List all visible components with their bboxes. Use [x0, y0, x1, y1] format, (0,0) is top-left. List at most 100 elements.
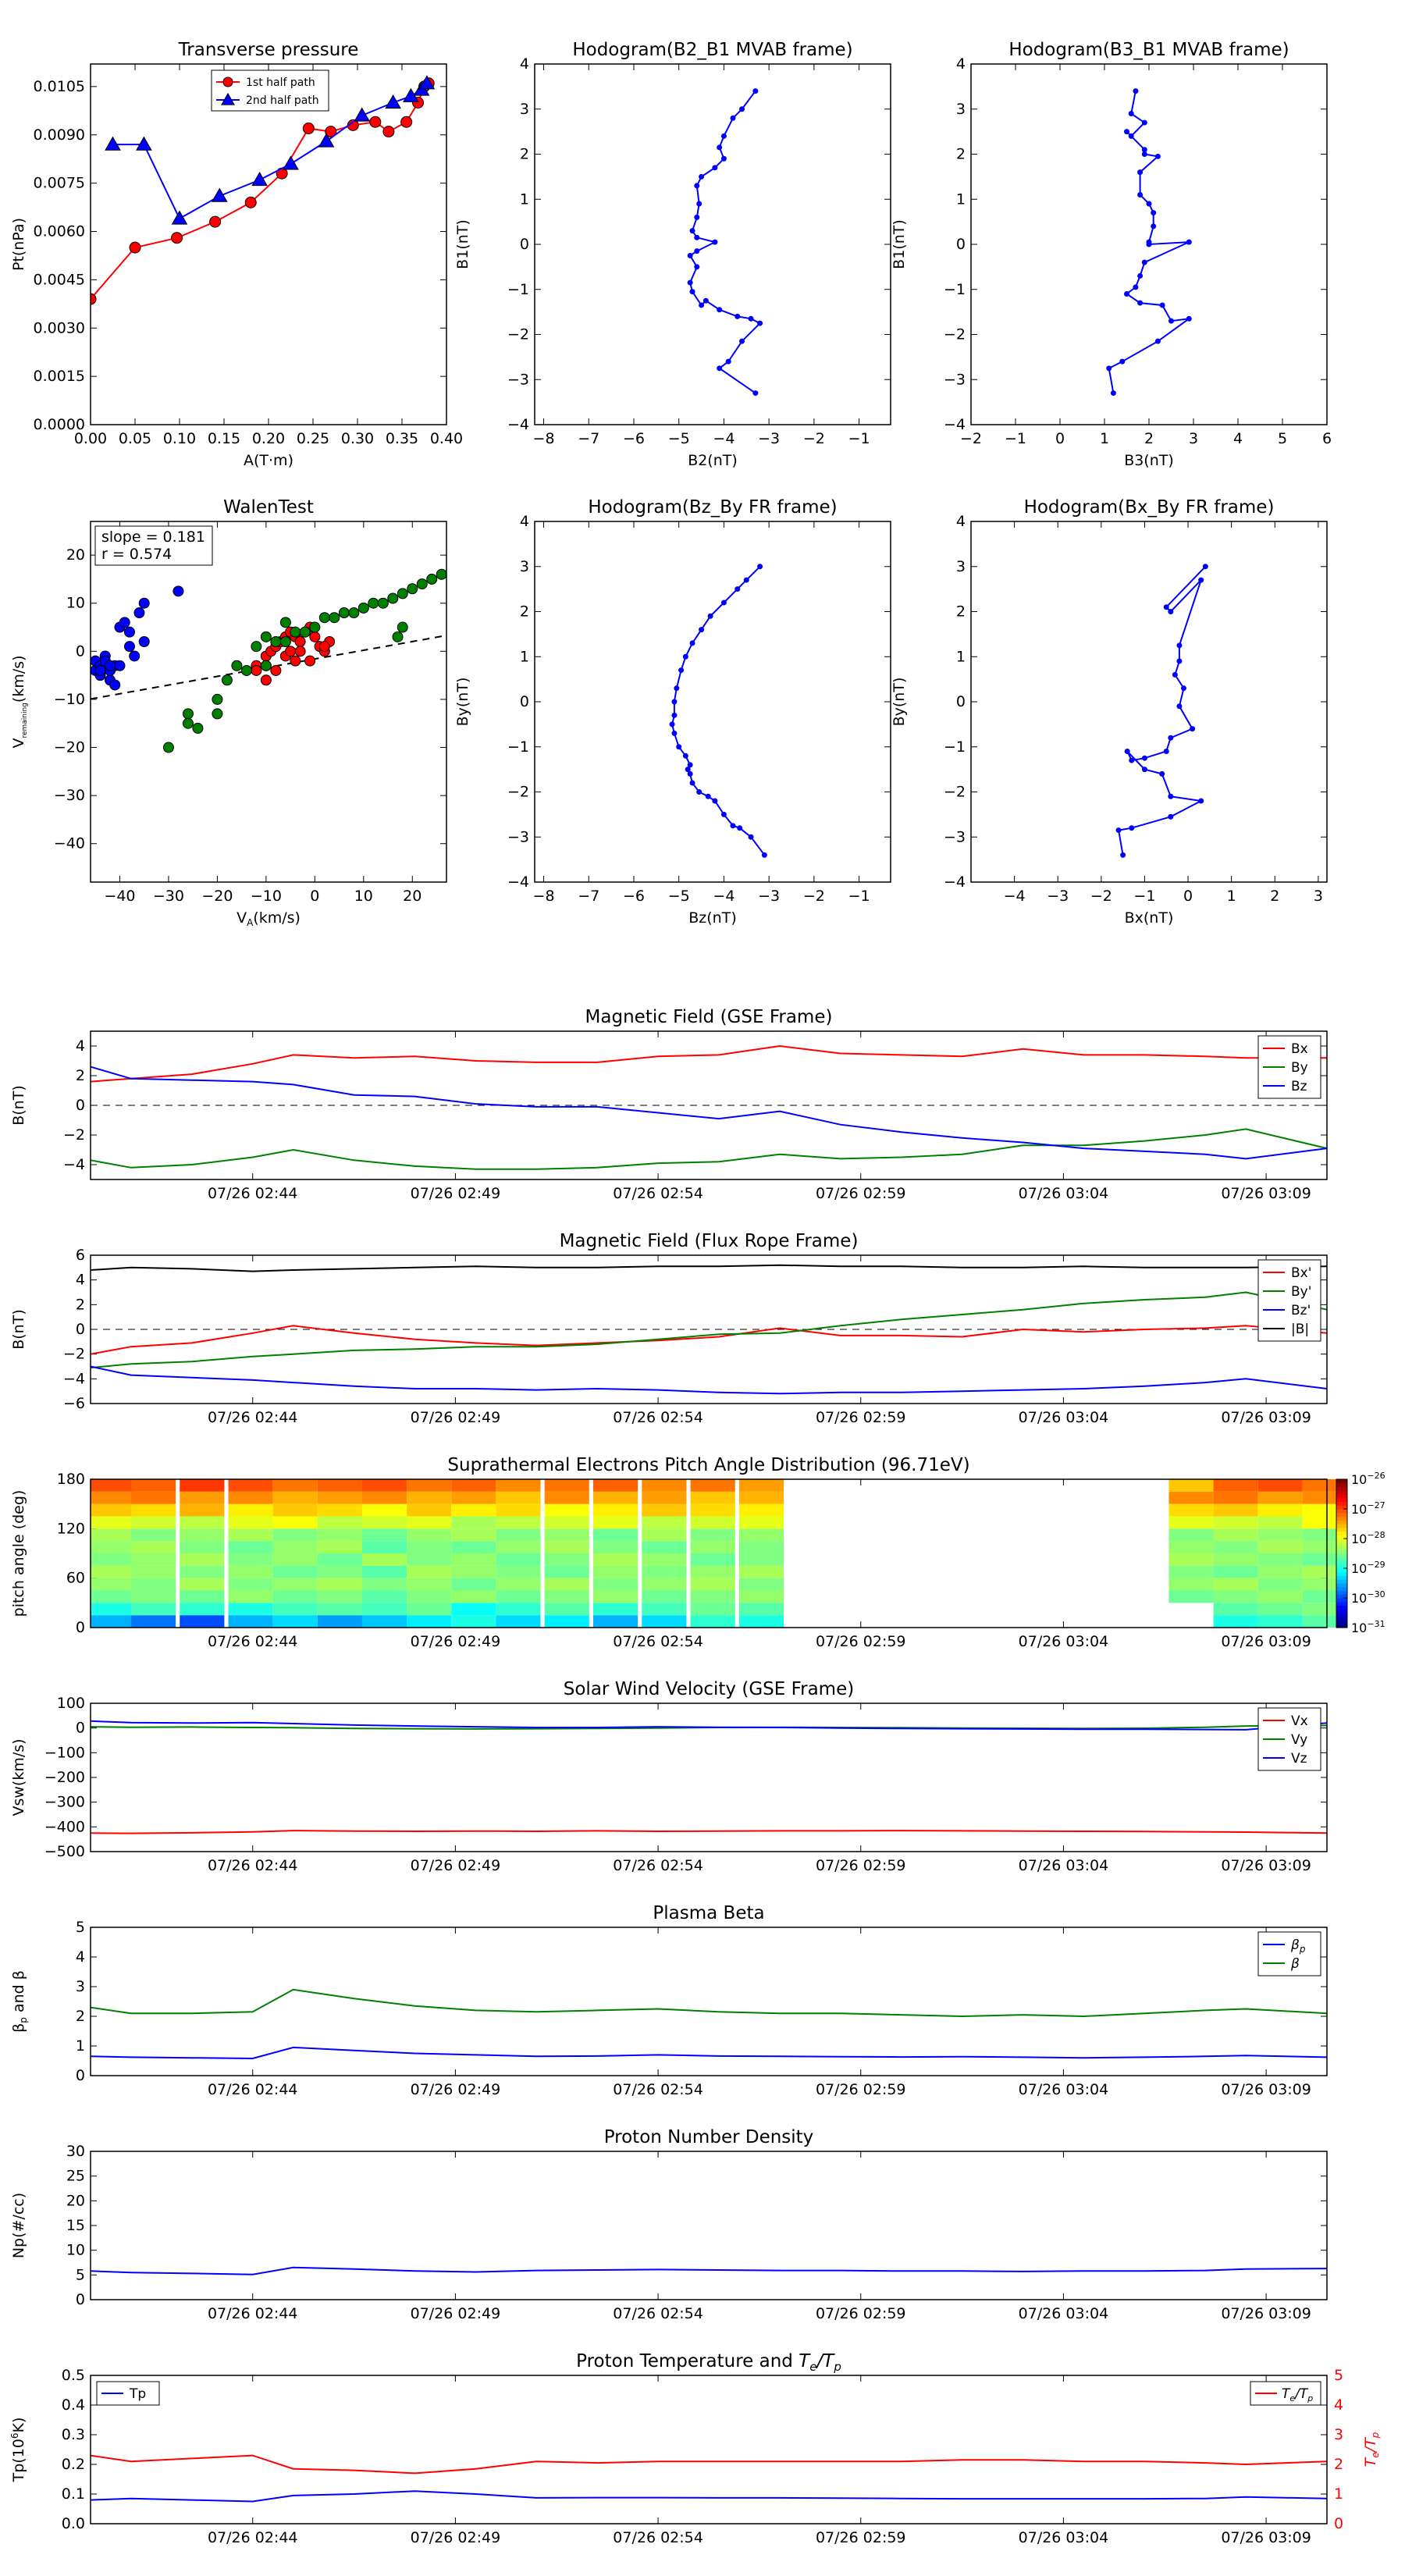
heatmap-cell — [496, 1503, 541, 1517]
heatmap-cell — [272, 1565, 318, 1578]
colorbar-step — [1336, 1598, 1347, 1603]
data-point — [685, 767, 691, 773]
heatmap-cell — [592, 1503, 638, 1517]
x-tick-label: 07/26 03:09 — [1221, 1633, 1311, 1650]
heatmap-cell — [91, 1603, 136, 1616]
x-tick-label: 0.05 — [119, 430, 151, 447]
x-tick-label: 1 — [1227, 888, 1236, 905]
y-tick-label: −1 — [944, 281, 966, 298]
y-tick-label: 0 — [956, 693, 966, 710]
heatmap-cell — [317, 1615, 362, 1628]
data-point — [694, 248, 700, 254]
y-tick-label: 0.0015 — [34, 368, 85, 385]
colorbar-step — [1336, 1539, 1347, 1543]
y-tick-label: −1 — [507, 738, 529, 756]
data-point — [1159, 770, 1165, 777]
data-point — [737, 825, 743, 831]
data-point — [1106, 365, 1112, 372]
x-tick-label: 07/26 02:49 — [411, 1185, 501, 1202]
chart-title: Magnetic Field (GSE Frame) — [585, 1007, 833, 1027]
y-tick-label: 4 — [956, 513, 966, 530]
colorbar-step — [1336, 1482, 1347, 1488]
y-tick-label: 0.0030 — [34, 319, 85, 336]
data-point-triangle — [105, 136, 121, 151]
superscript: 6 — [9, 2432, 20, 2439]
series-line-By' — [90, 1291, 1328, 1369]
heatmap-cell — [228, 1528, 273, 1542]
data-point-triangle — [385, 94, 401, 109]
y-tick-label: 0.2 — [62, 2456, 85, 2473]
y-tick-label: −200 — [44, 1769, 85, 1786]
chart-title: Hodogram(B2_B1 MVAB frame) — [572, 40, 852, 60]
heatmap-cell — [738, 1603, 784, 1616]
y-tick-label: 15 — [66, 2217, 85, 2234]
y-tick-label: 0.0 — [62, 2515, 85, 2532]
data-point — [1124, 291, 1129, 297]
colorbar-step — [1336, 1613, 1347, 1617]
heatmap-cell — [1213, 1603, 1258, 1616]
legend-label-TeTp: Te/Tp — [1282, 2386, 1313, 2403]
plot-frame — [970, 521, 1328, 883]
data-point — [285, 646, 297, 657]
data-point — [687, 762, 693, 768]
data-point-triangle — [318, 133, 335, 148]
x-tick-label: −6 — [623, 888, 645, 905]
x-tick-label: 07/26 03:04 — [1019, 1185, 1109, 1202]
x-tick-label: −8 — [533, 430, 555, 447]
chart-hodogram-bxby: Hodogram(Bx_By FR frame) −4 −3 −2 −1 0 1 2 3 −4 −3… — [891, 497, 1328, 927]
data-point — [1168, 813, 1174, 820]
y-tick-label: 0 — [520, 693, 529, 710]
data-point — [674, 685, 680, 692]
heatmap-cell — [1168, 1578, 1214, 1591]
y-tick-label: 2 — [520, 603, 529, 621]
heatmap-cell — [496, 1565, 541, 1578]
x-tick-label: 0.30 — [341, 430, 374, 447]
y-tick-label: 0 — [76, 1619, 85, 1636]
data-point — [299, 626, 311, 638]
x-tick-label: −1 — [848, 430, 870, 447]
data-point — [138, 597, 150, 609]
plot-frame — [90, 63, 447, 425]
y-tick-label: 30 — [66, 2143, 85, 2160]
legend-label-Vz: Vz — [1291, 1751, 1307, 1767]
x-tick-label: 07/26 02:49 — [411, 1633, 501, 1650]
colorbar-step — [1336, 1542, 1347, 1547]
subscript: A — [247, 917, 254, 928]
y-tick-label: −2 — [944, 784, 966, 801]
heatmap-cell — [272, 1578, 318, 1591]
heatmap-cell — [91, 1541, 136, 1553]
y-tick-label: −1 — [507, 281, 529, 298]
y-tick-label: 3 — [956, 101, 966, 118]
data-point — [1190, 726, 1196, 732]
plot-frame — [90, 1927, 1328, 2076]
y-tick-label: 2 — [956, 603, 966, 621]
data-point — [1128, 133, 1134, 139]
exponent: −27 — [1367, 1500, 1385, 1510]
data-point — [720, 811, 727, 817]
colorbar-label: 10−29 — [1351, 1560, 1385, 1576]
data-point — [1137, 169, 1144, 176]
heatmap-cell — [1213, 1491, 1258, 1504]
y-tick-label: 0.0045 — [34, 271, 85, 288]
data-point — [1202, 564, 1208, 570]
chart-title: Proton Number Density — [604, 2127, 814, 2147]
x-tick-label: 0.10 — [163, 430, 196, 447]
legend-label-Vy: Vy — [1291, 1732, 1307, 1748]
y-tick-label: 0 — [76, 642, 85, 660]
legend-left: Tp — [96, 2381, 160, 2406]
colorbar-label: 10−26 — [1351, 1471, 1385, 1487]
x-tick-label: −1 — [1133, 888, 1155, 905]
heatmap-cell — [361, 1603, 407, 1616]
heatmap-cell — [407, 1479, 452, 1492]
x-tick-label: 07/26 03:09 — [1221, 1857, 1311, 1874]
x-tick-label: 07/26 02:44 — [208, 1409, 298, 1426]
plot-frame — [534, 521, 891, 883]
x-tick-label: −3 — [1047, 888, 1069, 905]
sub: e — [1289, 2393, 1295, 2403]
colorbar-step — [1336, 1624, 1347, 1628]
y-axis-label: Vsw(km/s) — [10, 1738, 27, 1816]
data-point — [1120, 852, 1126, 858]
x-tick-label: 2 — [1270, 888, 1279, 905]
data-point — [1124, 749, 1130, 755]
heatmap-cell — [496, 1578, 541, 1591]
